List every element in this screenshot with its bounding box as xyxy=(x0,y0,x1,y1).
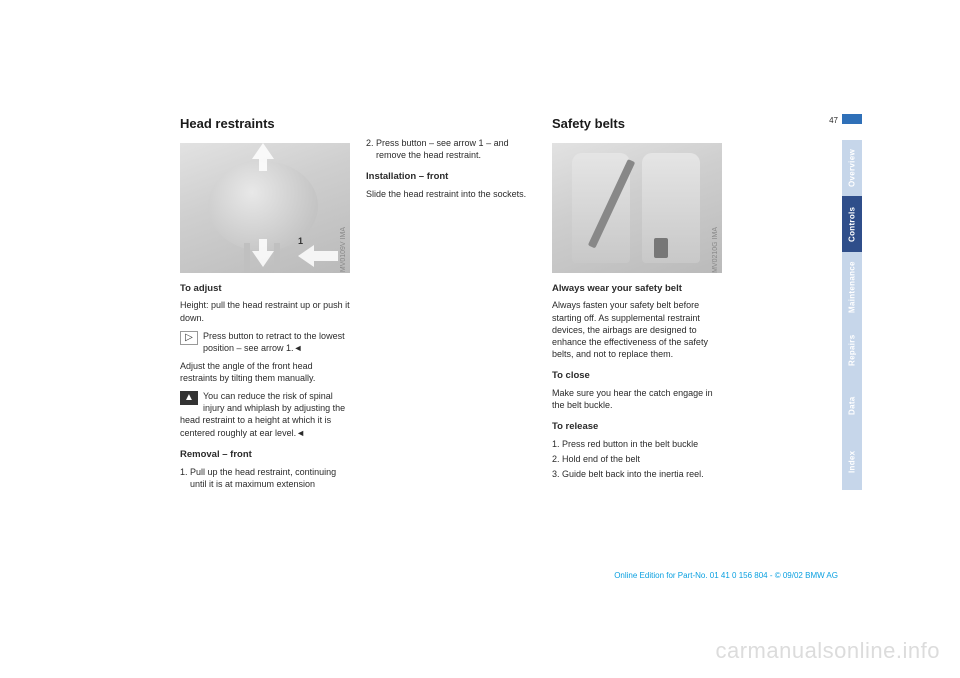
list-item: 1. Pull up the head restraint, continuin… xyxy=(180,466,350,490)
warning-icon: ▲ xyxy=(180,391,198,405)
list-item: 3. Guide belt back into the inertia reel… xyxy=(552,468,722,480)
tab-maintenance[interactable]: Maintenance xyxy=(842,252,862,322)
page-number: 47 xyxy=(829,116,838,125)
heading-head-restraints: Head restraints xyxy=(180,115,350,133)
column-3: Safety belts MV0210G IMA Always wear you… xyxy=(552,115,722,493)
tab-data[interactable]: Data xyxy=(842,378,862,434)
tab-controls[interactable]: Controls xyxy=(842,196,862,252)
figure-head-restraint: 1 MV0109V IMA xyxy=(180,143,350,273)
warning-text: You can reduce the risk of spinal injury… xyxy=(180,391,345,437)
arrow-left-icon xyxy=(298,245,338,267)
heading-removal-front: Removal – front xyxy=(180,449,350,462)
figure-code: MV0210G IMA xyxy=(711,227,720,273)
heading-to-release: To release xyxy=(552,421,722,434)
note-icon: ▷ xyxy=(180,331,198,345)
content-columns: Head restraints 1 MV0109V IMA To adjust … xyxy=(180,115,860,493)
heading-installation-front: Installation – front xyxy=(366,171,536,184)
arrow-up-icon xyxy=(252,143,274,171)
heading-to-close: To close xyxy=(552,370,722,383)
list-item: 2. Hold end of the belt xyxy=(552,453,722,465)
belt-buckle xyxy=(654,238,668,258)
list-removal: 1. Pull up the head restraint, continuin… xyxy=(180,466,350,490)
manual-page: 47 Head restraints 1 MV0109V IMA To adju… xyxy=(0,0,960,678)
figure-safety-belt: MV0210G IMA xyxy=(552,143,722,273)
list-removal-cont: 2. Press button – see arrow 1 – and remo… xyxy=(366,137,536,161)
tab-repairs[interactable]: Repairs xyxy=(842,322,862,378)
text-always-wear: Always fasten your safety belt before st… xyxy=(552,299,722,360)
list-release: 1. Press red button in the belt buckle 2… xyxy=(552,438,722,480)
heading-to-adjust: To adjust xyxy=(180,283,350,296)
column-2: 2. Press button – see arrow 1 – and remo… xyxy=(366,115,536,493)
column-1: Head restraints 1 MV0109V IMA To adjust … xyxy=(180,115,350,493)
list-item: 2. Press button – see arrow 1 – and remo… xyxy=(366,137,536,161)
text-adjust-angle: Adjust the angle of the front head restr… xyxy=(180,360,350,384)
warning-spinal: ▲ You can reduce the risk of spinal inju… xyxy=(180,390,350,439)
tab-overview[interactable]: Overview xyxy=(842,140,862,196)
footer-edition: Online Edition for Part-No. 01 41 0 156 … xyxy=(614,571,838,580)
text-install: Slide the head restraint into the socket… xyxy=(366,188,536,200)
heading-safety-belts: Safety belts xyxy=(552,115,722,133)
page-accent-bar xyxy=(842,114,862,124)
note-text: Press button to retract to the lowest po… xyxy=(203,331,345,353)
heading-always-wear: Always wear your safety belt xyxy=(552,283,722,296)
figure-code: MV0109V IMA xyxy=(339,227,348,272)
text-to-close: Make sure you hear the catch engage in t… xyxy=(552,387,722,411)
watermark: carmanualsonline.info xyxy=(715,638,940,664)
arrow-down-icon xyxy=(252,239,274,267)
tab-index[interactable]: Index xyxy=(842,434,862,490)
arrow-label-1: 1 xyxy=(298,235,303,247)
side-tabs: OverviewControlsMaintenanceRepairsDataIn… xyxy=(842,140,862,490)
list-item: 1. Press red button in the belt buckle xyxy=(552,438,722,450)
note-retract: ▷ Press button to retract to the lowest … xyxy=(180,330,350,354)
text-adjust-height: Height: pull the head restraint up or pu… xyxy=(180,299,350,323)
